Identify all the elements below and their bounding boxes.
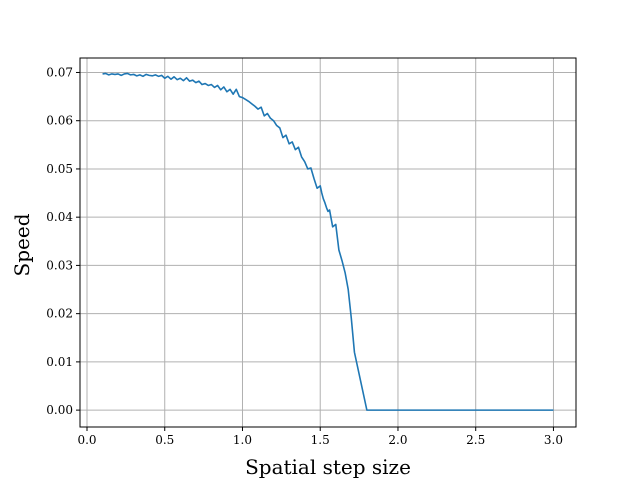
x-tick-label: 1.0	[233, 433, 252, 447]
y-tick-label: 0.03	[46, 258, 73, 272]
x-tick-label: 3.0	[544, 433, 563, 447]
y-axis-title: Speed	[10, 213, 34, 276]
y-tick-label: 0.04	[46, 210, 73, 224]
y-tick-label: 0.02	[46, 307, 73, 321]
y-tick-label: 0.06	[46, 114, 73, 128]
y-tick-label: 0.01	[46, 355, 73, 369]
y-tick-label: 0.07	[46, 65, 73, 79]
x-ticks: 0.0 0.5 1.0 1.5 2.0 2.5 3.0	[77, 427, 563, 447]
plot-frame	[79, 57, 577, 428]
x-tick-label: 2.0	[388, 433, 407, 447]
x-axis-title: Spatial step size	[245, 455, 411, 479]
y-tick-label: 0.05	[46, 162, 73, 176]
x-tick-label: 2.5	[466, 433, 485, 447]
y-tick-label: 0.00	[46, 403, 73, 417]
y-ticks: 0.00 0.01 0.02 0.03 0.04 0.05 0.06 0.07	[46, 65, 80, 417]
series-line	[102, 72, 554, 411]
grid	[80, 58, 576, 427]
x-tick-label: 0.0	[77, 433, 96, 447]
x-tick-label: 1.5	[311, 433, 330, 447]
x-tick-label: 0.5	[155, 433, 174, 447]
series-lines	[102, 72, 554, 411]
